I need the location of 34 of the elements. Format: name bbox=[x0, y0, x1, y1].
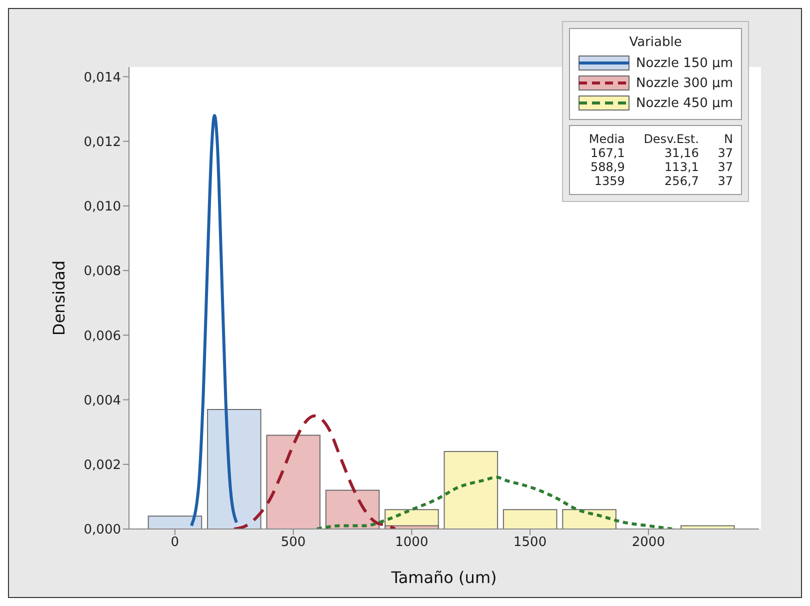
y-tick-label: 0,014 bbox=[84, 70, 121, 86]
annotation: 1359 bbox=[593, 174, 625, 188]
legend-label: Nozzle 450 µm bbox=[636, 96, 733, 110]
y-tick-label: 0,000 bbox=[84, 522, 121, 538]
annotation: 37 bbox=[716, 174, 733, 188]
y-tick-label: 0,010 bbox=[84, 200, 121, 215]
legend-label: Nozzle 150 µm bbox=[636, 56, 733, 70]
x-tick-label: 500 bbox=[280, 535, 306, 550]
annotation: Desv.Est. bbox=[642, 132, 699, 146]
y-tick-label: 0,012 bbox=[84, 134, 121, 150]
y-tick-label: 0,006 bbox=[84, 328, 121, 344]
y-tick-label: 0,008 bbox=[84, 264, 121, 280]
line-series bbox=[190, 114, 238, 528]
x-tick-label: 1000 bbox=[395, 535, 428, 550]
annotation: 256,7 bbox=[664, 174, 699, 188]
x-tick-label: 0 bbox=[170, 535, 180, 550]
legend-title: Variable bbox=[628, 35, 683, 50]
annotation: 37 bbox=[716, 146, 733, 160]
x-tick-label: 2000 bbox=[632, 535, 665, 550]
annotation: Media bbox=[588, 132, 625, 146]
annotation: 31,16 bbox=[664, 146, 699, 160]
line-series bbox=[232, 414, 397, 529]
y-tick-label: 0,002 bbox=[84, 458, 121, 473]
annotation: 37 bbox=[716, 160, 733, 174]
y-axis-title: Densidad bbox=[50, 260, 69, 336]
annotation: 167,1 bbox=[590, 146, 625, 160]
annotation: N bbox=[723, 132, 733, 146]
y-tick-label: 0,004 bbox=[84, 393, 121, 408]
annotation: 588,9 bbox=[590, 160, 625, 174]
legend-label: Nozzle 300 µm bbox=[636, 76, 733, 90]
x-tick-label: 1500 bbox=[514, 535, 547, 550]
x-axis-title: Tamaño (um) bbox=[390, 568, 497, 587]
annotation: 113,1 bbox=[664, 160, 699, 174]
line-series bbox=[315, 476, 674, 529]
